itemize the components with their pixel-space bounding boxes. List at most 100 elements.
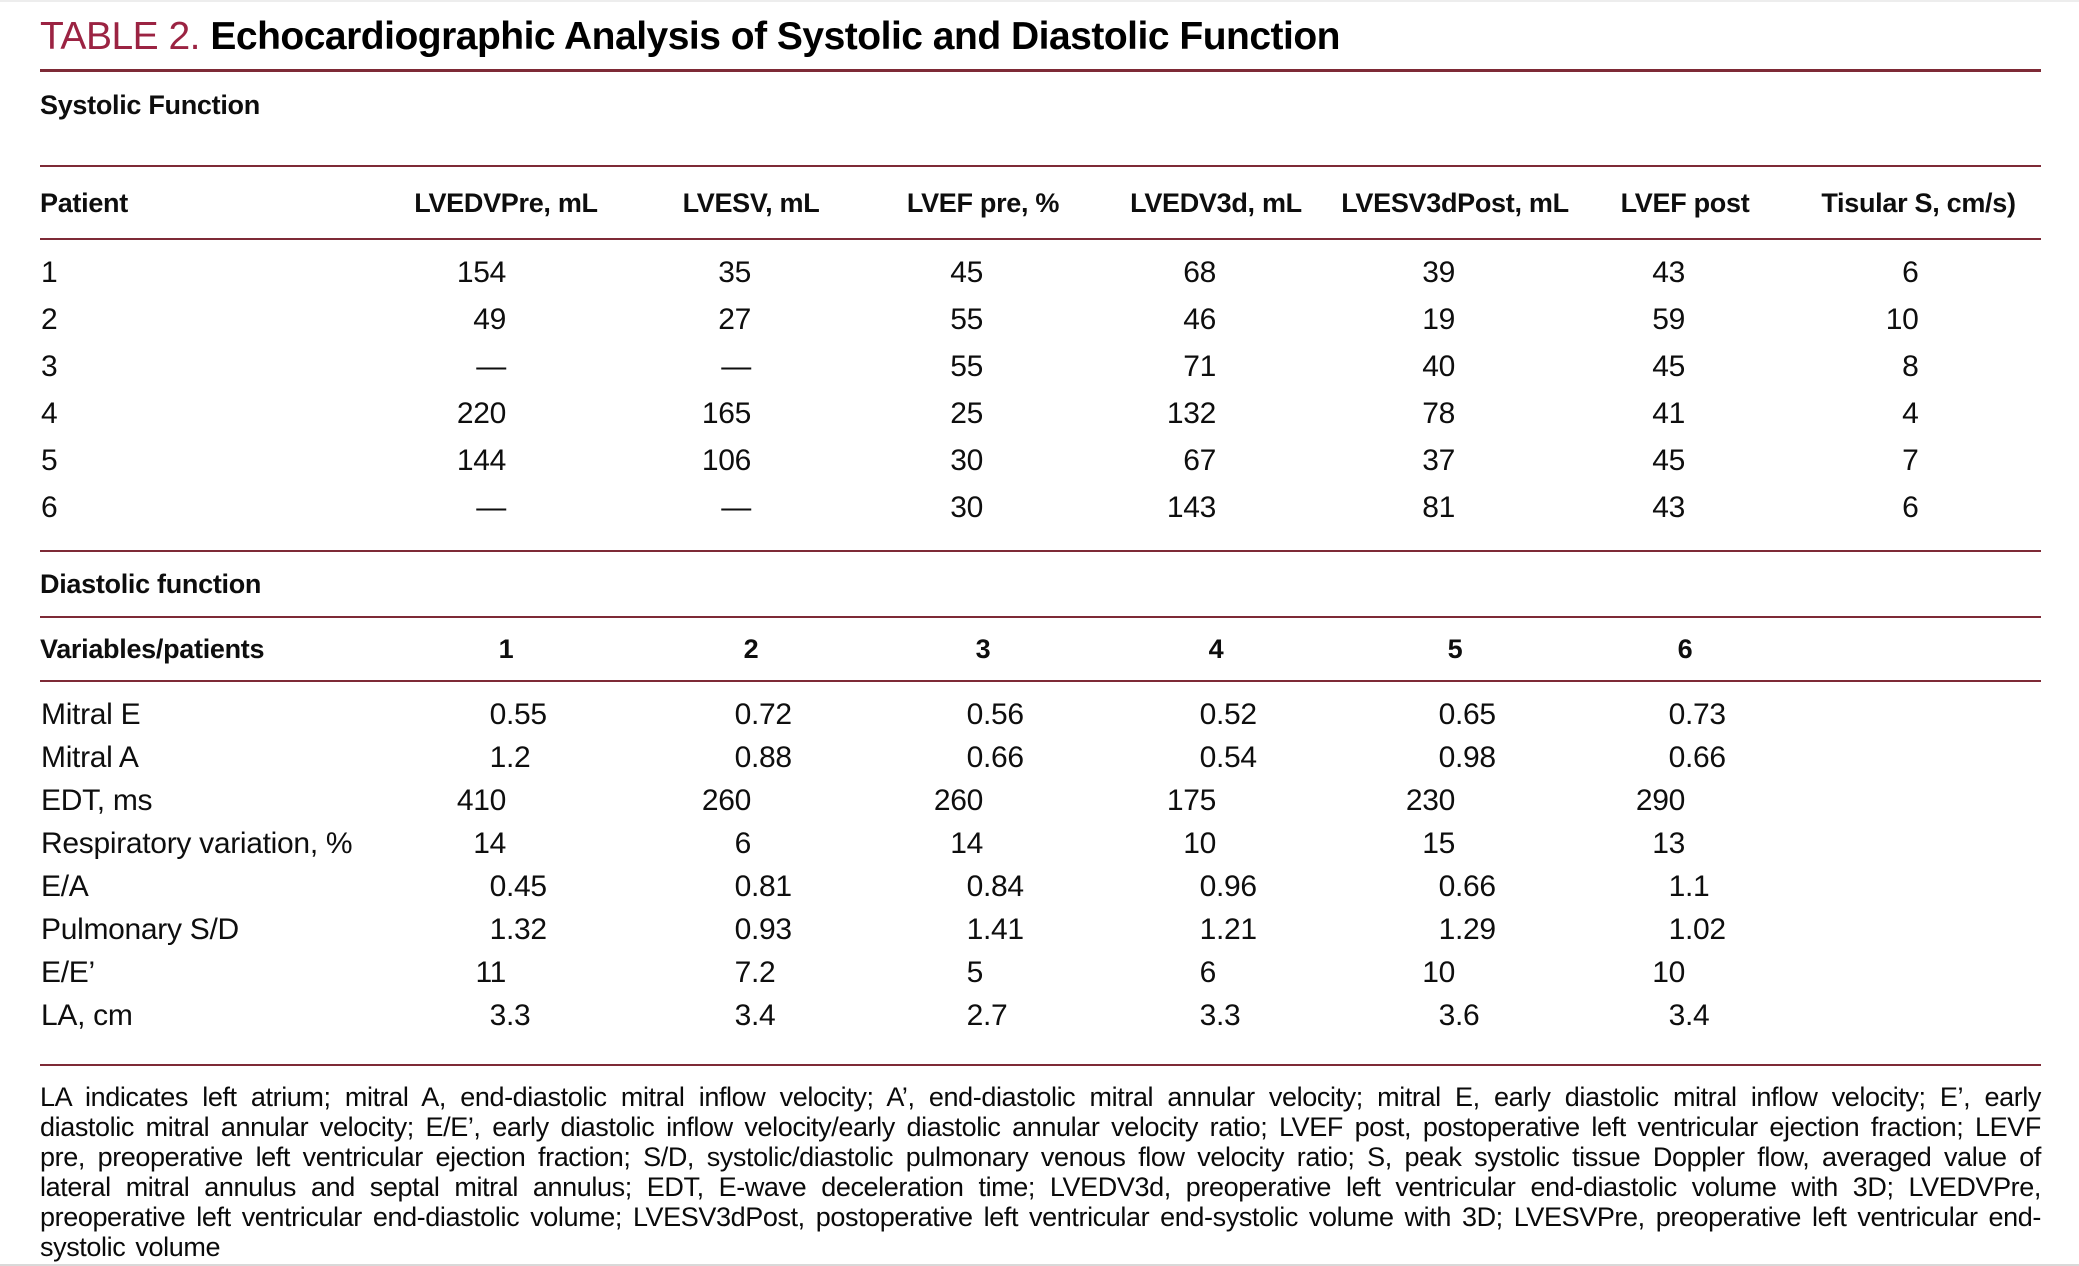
value-cell: 45 [1652, 444, 1685, 477]
value-cell: 290 [1635, 784, 1685, 817]
row-label: Pulmonary S/D [41, 913, 239, 946]
table-footnote: LA indicates left atrium; mitral A, end-… [40, 1082, 2041, 1262]
value-cell: 6 [734, 827, 752, 860]
value-cell: 410 [456, 784, 506, 817]
value-cell: 55 [950, 303, 983, 336]
value-cell: 106 [701, 444, 751, 477]
col-header-patient-1: 1 [498, 634, 514, 664]
value-cell: 5 [966, 956, 984, 989]
value-cell: 1.21 [1199, 913, 1258, 946]
value-cell: 1.2 [489, 741, 531, 774]
col-header-lvef-post: LVEF post [1620, 188, 1750, 218]
value-cell: 132 [1166, 397, 1216, 430]
diastolic-header-row: Variables/patients 1 2 3 4 5 6 [40, 617, 2041, 681]
systolic-table: Patient LVEDVPre, mL LVESV, mL LVEF pre,… [40, 165, 2041, 552]
value-cell: 10 [1885, 303, 1919, 336]
empty-cell [1796, 779, 2041, 822]
row-label: EDT, ms [41, 784, 153, 817]
row-label: Mitral E [41, 698, 141, 731]
value-cell: 55 [950, 350, 983, 383]
value-cell: 0.93 [734, 913, 793, 946]
table-row: Respiratory variation, % 14 6 14 10 15 13 [40, 822, 2041, 865]
value-cell: 78 [1422, 397, 1455, 430]
value-cell: 45 [950, 256, 983, 289]
row-label: 3 [41, 350, 58, 383]
value-cell: 43 [1652, 256, 1685, 289]
value-cell: 67 [1183, 444, 1216, 477]
value-cell: 154 [456, 256, 506, 289]
value-cell: 3.3 [489, 999, 531, 1032]
table-row: 1 154 35 45 68 39 43 6 [40, 239, 2041, 296]
empty-cell [1796, 908, 2041, 951]
value-cell: 10 [1183, 827, 1216, 860]
value-cell: 3.4 [734, 999, 776, 1032]
value-cell: 165 [701, 397, 751, 430]
value-cell: 230 [1405, 784, 1455, 817]
value-cell: 3.6 [1438, 999, 1480, 1032]
value-cell: 0.45 [489, 870, 548, 903]
value-cell: 71 [1183, 350, 1216, 383]
table-number: TABLE 2. [40, 15, 201, 58]
value-cell: 2.7 [966, 999, 1008, 1032]
col-header-lvef-pre: LVEF pre, % [906, 188, 1060, 218]
row-label: E/E’ [41, 956, 95, 989]
value-cell: 6 [1902, 256, 1919, 289]
value-cell: 1.1 [1668, 870, 1710, 903]
value-cell: 41 [1652, 397, 1685, 430]
value-cell: 260 [933, 784, 983, 817]
value-cell: 30 [950, 444, 983, 477]
value-cell: 0.96 [1199, 870, 1258, 903]
value-cell: 0.52 [1199, 698, 1258, 731]
value-cell: 15 [1422, 827, 1455, 860]
table-row: 3 — — 55 71 40 45 8 [40, 343, 2041, 390]
value-cell: — [721, 350, 751, 383]
row-label: E/A [41, 870, 89, 903]
value-cell: 6 [1199, 956, 1217, 989]
table-row: 5 144 106 30 67 37 45 7 [40, 437, 2041, 484]
row-label: 6 [41, 491, 58, 524]
value-cell: 220 [456, 397, 506, 430]
value-cell: 30 [950, 491, 983, 524]
col-header-patient: Patient [40, 188, 128, 218]
table-row: Pulmonary S/D 1.32 0.93 1.41 1.21 1.29 1.02 [40, 908, 2041, 951]
value-cell: 46 [1183, 303, 1216, 336]
value-cell: 37 [1422, 444, 1455, 477]
col-header-variables-patients: Variables/patients [40, 634, 265, 664]
value-cell: 0.66 [1438, 870, 1497, 903]
value-cell: 10 [1652, 956, 1685, 989]
table-row: E/A 0.45 0.81 0.84 0.96 0.66 1.1 [40, 865, 2041, 908]
value-cell: 27 [718, 303, 751, 336]
value-cell: 19 [1422, 303, 1455, 336]
value-cell: 0.56 [966, 698, 1025, 731]
value-cell: 43 [1652, 491, 1685, 524]
col-header-lvedvpre: LVEDVPre, mL [414, 188, 598, 218]
empty-cell [1796, 951, 2041, 994]
value-cell: 3.4 [1668, 999, 1710, 1032]
value-cell: 35 [718, 256, 751, 289]
value-cell: 7.2 [734, 956, 776, 989]
value-cell: 175 [1166, 784, 1216, 817]
empty-cell [1796, 681, 2041, 736]
value-cell: 143 [1166, 491, 1216, 524]
col-header-patient-5: 5 [1447, 634, 1463, 664]
value-cell: 0.66 [1668, 741, 1727, 774]
col-header-lvesv3dpost: LVESV3dPost, mL [1341, 188, 1569, 218]
value-cell: 0.72 [734, 698, 793, 731]
table-row: Mitral A 1.2 0.88 0.66 0.54 0.98 0.66 [40, 736, 2041, 779]
row-label: LA, cm [41, 999, 133, 1032]
value-cell: 0.88 [734, 741, 793, 774]
value-cell: 144 [456, 444, 506, 477]
col-header-patient-6: 6 [1677, 634, 1693, 664]
value-cell: 25 [950, 397, 983, 430]
value-cell: 0.98 [1438, 741, 1497, 774]
value-cell: 1.32 [489, 913, 548, 946]
value-cell: 10 [1422, 956, 1455, 989]
table-row: Mitral E 0.55 0.72 0.56 0.52 0.65 0.73 [40, 681, 2041, 736]
value-cell: 0.55 [489, 698, 548, 731]
value-cell: 0.81 [734, 870, 793, 903]
col-header-patient-3: 3 [975, 634, 991, 664]
value-cell: 8 [1902, 350, 1919, 383]
value-cell: 0.54 [1199, 741, 1258, 774]
value-cell: 260 [701, 784, 751, 817]
